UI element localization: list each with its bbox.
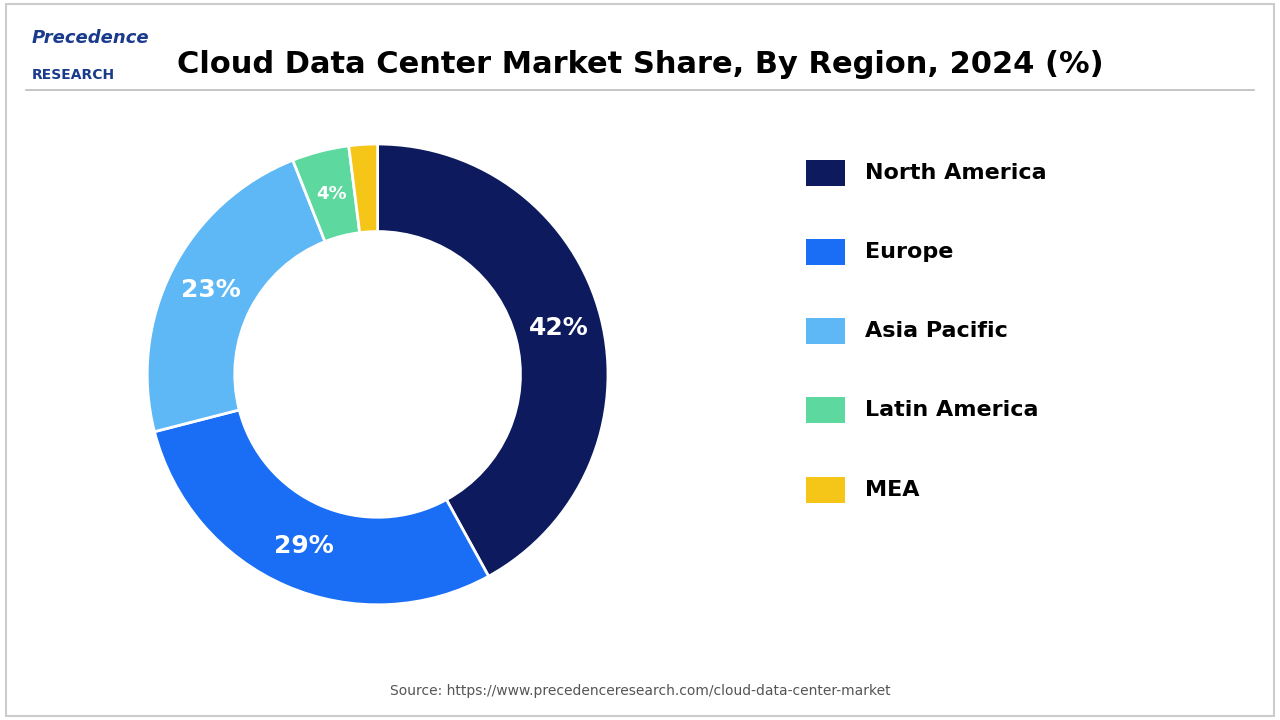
Text: MEA: MEA	[865, 480, 920, 500]
Text: Precedence: Precedence	[32, 29, 150, 47]
Wedge shape	[378, 144, 608, 576]
Text: Cloud Data Center Market Share, By Region, 2024 (%): Cloud Data Center Market Share, By Regio…	[177, 50, 1103, 79]
Text: Source: https://www.precedenceresearch.com/cloud-data-center-market: Source: https://www.precedenceresearch.c…	[389, 685, 891, 698]
Text: Europe: Europe	[865, 242, 954, 262]
Text: Latin America: Latin America	[865, 400, 1039, 420]
Wedge shape	[147, 160, 325, 432]
Text: 4%: 4%	[316, 184, 347, 202]
Text: RESEARCH: RESEARCH	[32, 68, 115, 82]
Text: 23%: 23%	[182, 278, 241, 302]
Text: 42%: 42%	[529, 316, 589, 340]
Text: North America: North America	[865, 163, 1047, 183]
Wedge shape	[155, 410, 489, 605]
Text: Asia Pacific: Asia Pacific	[865, 321, 1009, 341]
Wedge shape	[348, 144, 378, 233]
Text: 29%: 29%	[274, 534, 333, 558]
Wedge shape	[293, 146, 360, 242]
